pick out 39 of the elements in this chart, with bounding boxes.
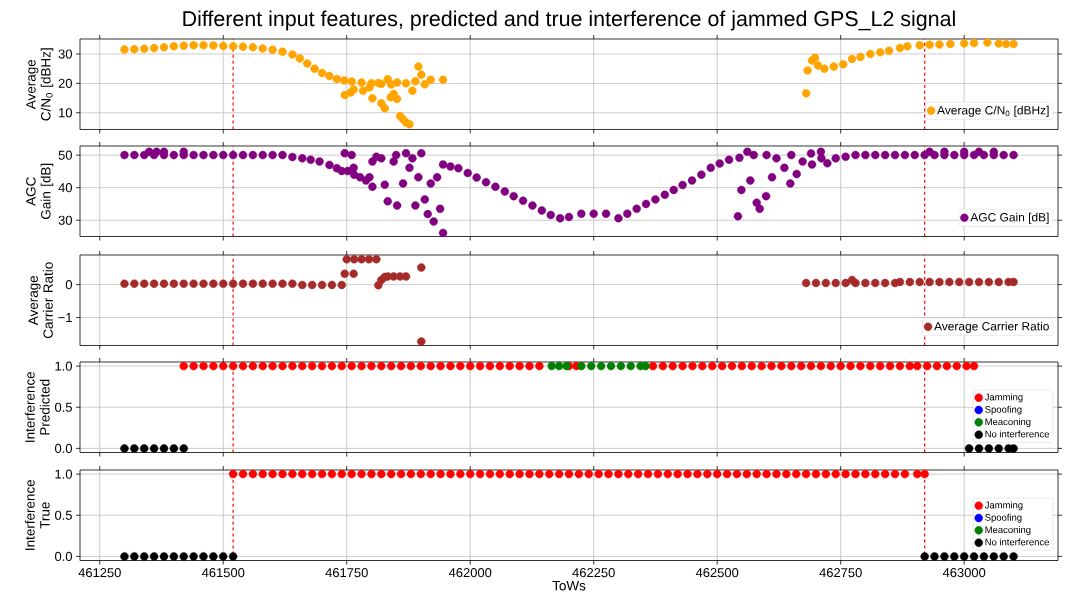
y-tick-label: 50 — [58, 150, 72, 160]
legend-label: No interference — [985, 538, 1049, 546]
chart-title: Different input features, predicted and true interference of jammed GPS_L2 signal — [183, 10, 955, 31]
y-axis-title: Interference True — [24, 479, 50, 550]
x-tick-label: 461750 — [325, 568, 368, 578]
y-tick-label: 0.5 — [54, 510, 72, 520]
legend-label: Average Carrier Ratio — [934, 321, 1049, 333]
x-tick-label: 462000 — [448, 568, 492, 578]
legend-label: Spoofing — [985, 405, 1022, 415]
y-tick-label: 40 — [58, 183, 72, 193]
legend-label: Meaconing — [985, 418, 1031, 427]
y-axis-title: AGC Gain [dB] — [26, 163, 54, 219]
y-tick-label: 0 — [65, 280, 72, 290]
y-axis-title: Interference Predicted — [24, 371, 50, 442]
legend-label: No interference — [985, 430, 1049, 438]
y-tick-label: 30 — [58, 215, 72, 225]
y-tick-label: 0.5 — [54, 402, 72, 412]
y-tick-label: 1.0 — [55, 469, 72, 479]
legend-label: AGC Gain [dB] — [970, 212, 1049, 224]
y-tick-label: 1.0 — [55, 361, 72, 371]
y-tick-label: 10 — [59, 108, 72, 118]
legend-label: Average C/N$_{0}$ [dBHz] — [937, 105, 1049, 117]
y-tick-label: 20 — [58, 78, 72, 88]
y-tick-label: 30 — [58, 49, 72, 59]
x-tick-label: 463000 — [942, 568, 986, 578]
x-tick-label: 461500 — [201, 568, 245, 578]
legend-label: Jamming — [984, 393, 1023, 403]
x-axis-title: ToWs — [552, 581, 586, 591]
legend-label: Spoofing — [985, 513, 1022, 523]
y-tick-label: 0.0 — [54, 443, 72, 453]
legend-label: Jamming — [984, 501, 1023, 511]
y-tick-label: 0.0 — [54, 551, 72, 561]
x-tick-label: 462750 — [819, 568, 862, 578]
legend-label: Meaconing — [985, 526, 1031, 535]
y-tick-label: −1 — [58, 313, 72, 322]
x-tick-label: 461250 — [78, 568, 121, 578]
x-tick-label: 462500 — [695, 568, 739, 578]
x-tick-label: 462250 — [572, 568, 615, 578]
y-axis-title: Average Carrier Ratio — [28, 262, 53, 339]
